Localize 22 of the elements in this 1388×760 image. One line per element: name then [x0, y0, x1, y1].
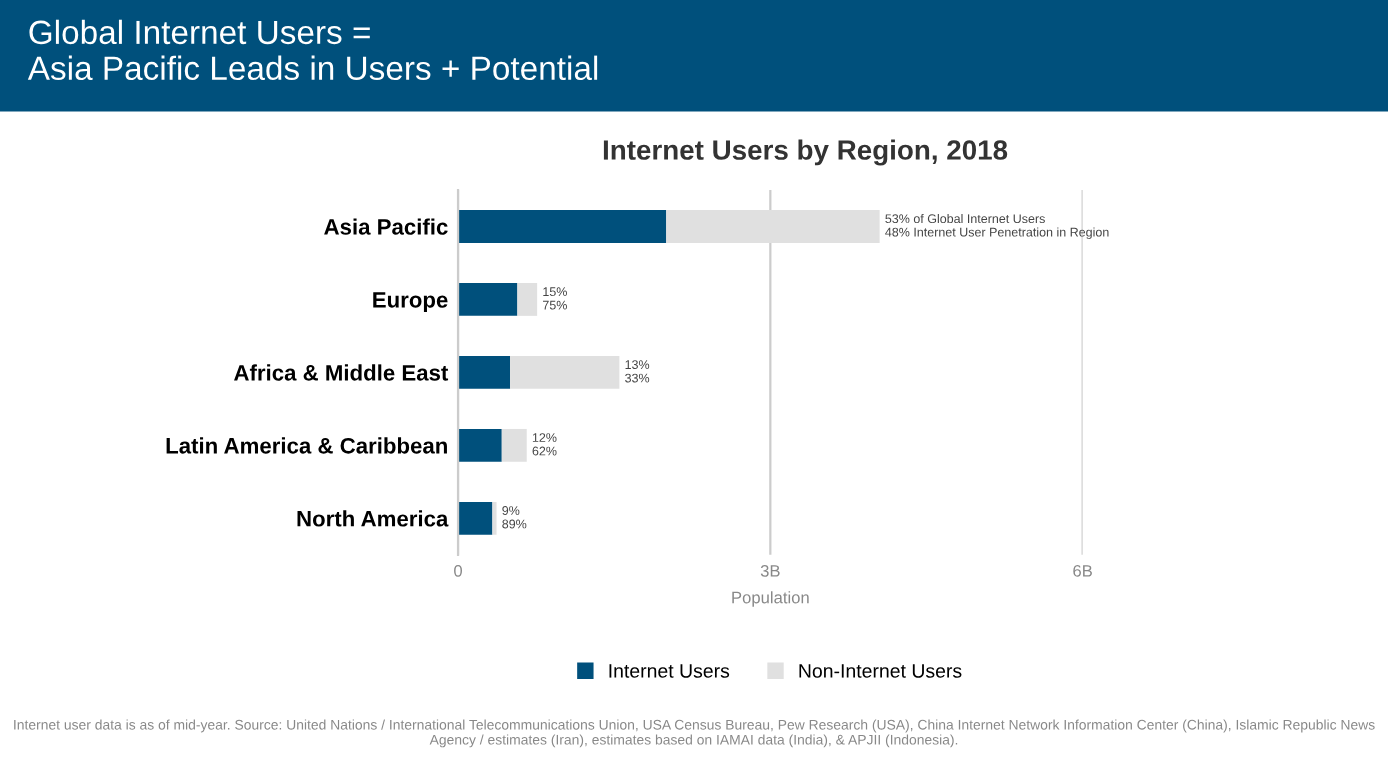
x-tick-label: 0	[454, 564, 463, 577]
bar	[517, 283, 538, 316]
x-axis-title: Population	[732, 591, 809, 607]
bar	[458, 501, 493, 535]
y-tick-label: Europe	[373, 292, 448, 313]
bar	[458, 428, 502, 462]
chart-subtitle: Internet Users by Region, 2018	[603, 139, 1008, 166]
bar	[458, 210, 667, 243]
chart-title: Global Internet Users = Asia Pacific Leads in Users + Potential	[27, 19, 598, 81]
legend-label: Non-Internet Users	[799, 664, 962, 678]
bar	[458, 283, 518, 316]
legend-label: Internet Users	[609, 664, 730, 678]
bar	[510, 355, 620, 389]
y-tick-label: Africa & Middle East	[234, 364, 449, 381]
x-tick-label: 6B	[1073, 564, 1092, 577]
bar	[666, 210, 880, 243]
bar	[501, 428, 527, 462]
y-tick-label: Latin America & Caribbean	[166, 437, 447, 454]
bar	[458, 355, 511, 389]
y-tick-label: Asia Pacific	[324, 218, 448, 235]
x-tick-label: 3B	[760, 564, 780, 577]
y-tick-label: North America	[297, 510, 449, 527]
